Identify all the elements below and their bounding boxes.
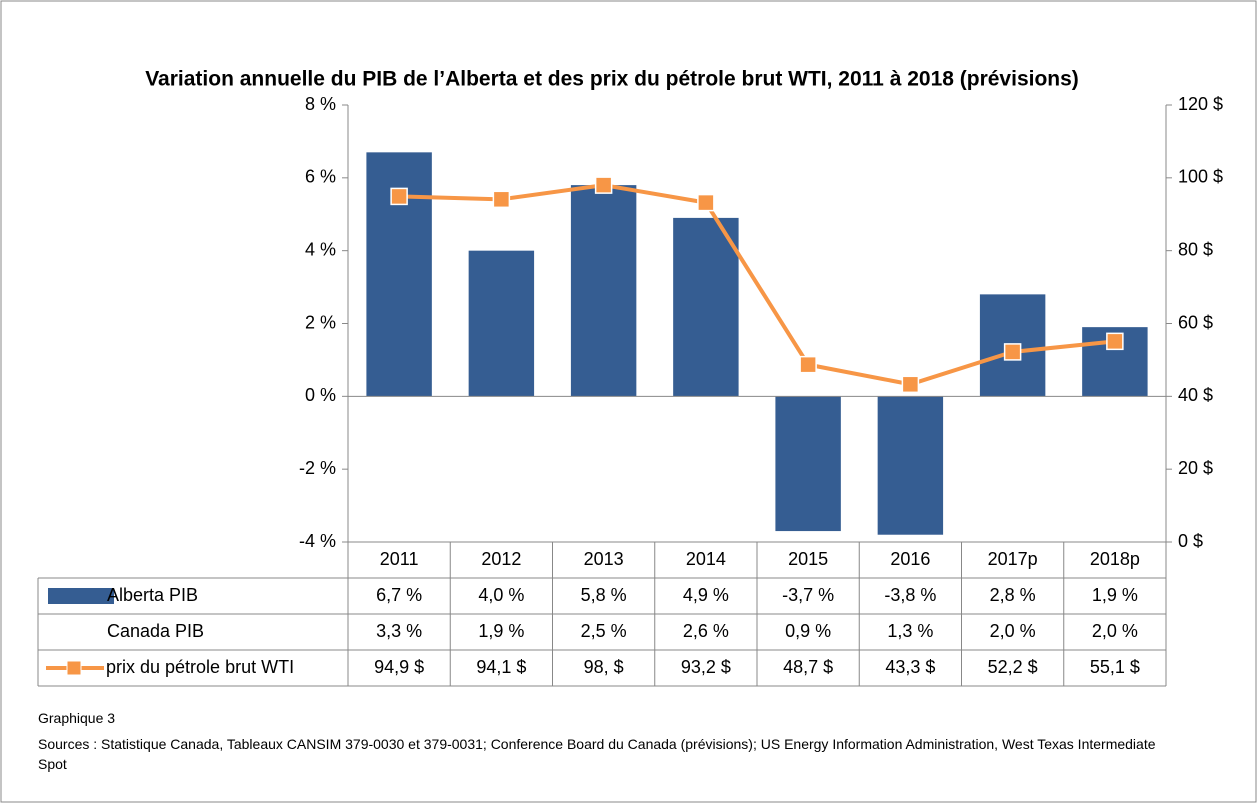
caption: Graphique 3	[38, 710, 116, 726]
table-cell: 2,8 %	[990, 585, 1036, 605]
marker	[697, 193, 715, 212]
x-tick-label: 2012	[481, 549, 521, 569]
x-tick-label: 2011	[380, 549, 419, 569]
bar	[673, 217, 739, 397]
y2-tick-label: 20 $	[1178, 458, 1213, 478]
bar	[775, 396, 841, 532]
table-cell: 2,6 %	[683, 621, 729, 641]
marker	[492, 190, 511, 209]
y-tick-label: 2 %	[305, 312, 336, 332]
y-tick-label: -2 %	[299, 458, 336, 478]
y-tick-label: 4 %	[305, 239, 336, 259]
table-cell: 98, $	[584, 657, 624, 677]
marker	[1003, 343, 1022, 361]
y-tick-label: 0 %	[305, 385, 336, 405]
chart-title: Variation annuelle du PIB de l’Alberta e…	[145, 68, 1079, 91]
y2-tick-label: 80 $	[1178, 239, 1213, 259]
table-cell: 43,3 $	[885, 657, 935, 677]
table-cell: 3,3 %	[376, 621, 422, 641]
y2-tick-label: 100 $	[1178, 167, 1223, 187]
marker	[1106, 332, 1124, 351]
x-tick-label: 2013	[584, 549, 624, 569]
legend-label: Alberta PIB	[107, 585, 198, 605]
table-cell: 94,1 $	[476, 657, 526, 677]
table-cell: 1,9 %	[1092, 585, 1138, 605]
table-cell: 55,1 $	[1090, 657, 1140, 677]
table-cell: 2,5 %	[581, 621, 627, 641]
x-tick-label: 2014	[686, 549, 726, 569]
marker	[594, 176, 613, 194]
source: Sources : Statistique Canada, Tableaux C…	[38, 736, 1156, 772]
x-tick-label: 2015	[788, 549, 828, 569]
table-cell: 1,3 %	[887, 621, 933, 641]
table-cell: 94,9 $	[374, 657, 424, 677]
bar	[570, 185, 637, 397]
table-cell: 2,0 %	[1092, 621, 1138, 641]
marker	[901, 375, 920, 394]
y2-tick-label: 0 $	[1178, 531, 1203, 551]
table-cell: -3,8 %	[884, 585, 936, 605]
x-tick-label: 2018p	[1090, 549, 1140, 569]
table-cell: 93,2 $	[681, 657, 731, 677]
x-tick-label: 2017p	[988, 549, 1038, 569]
legend-label: Canada PIB	[107, 621, 204, 641]
y2-tick-label: 60 $	[1178, 312, 1213, 332]
y2-tick-label: 120 $	[1178, 94, 1223, 114]
table-cell: 4,0 %	[478, 585, 524, 605]
x-tick-label: 2016	[890, 549, 930, 569]
table-cell: 48,7 $	[783, 657, 833, 677]
legend-marker	[66, 660, 82, 676]
table-cell: 5,8 %	[581, 585, 627, 605]
marker	[390, 187, 408, 206]
y2-tick-label: 40 $	[1178, 385, 1213, 405]
table-cell: 52,2 $	[988, 657, 1038, 677]
line	[399, 183, 1116, 387]
legend-label: prix du pétrole brut WTI	[106, 657, 294, 677]
table-cell: 2,0 %	[990, 621, 1036, 641]
bar	[877, 396, 944, 535]
y-tick-label: -4 %	[299, 531, 336, 551]
table-cell: 6,7 %	[376, 585, 422, 605]
marker	[799, 355, 817, 374]
y-tick-label: 6 %	[305, 167, 336, 187]
legend-swatch	[48, 588, 114, 604]
table-cell: 0,9 %	[785, 621, 831, 641]
table-cell: -3,7 %	[782, 585, 834, 605]
table-cell: 4,9 %	[683, 585, 729, 605]
bar	[468, 250, 535, 397]
y-tick-label: 8 %	[305, 94, 336, 114]
table-cell: 1,9 %	[478, 621, 524, 641]
